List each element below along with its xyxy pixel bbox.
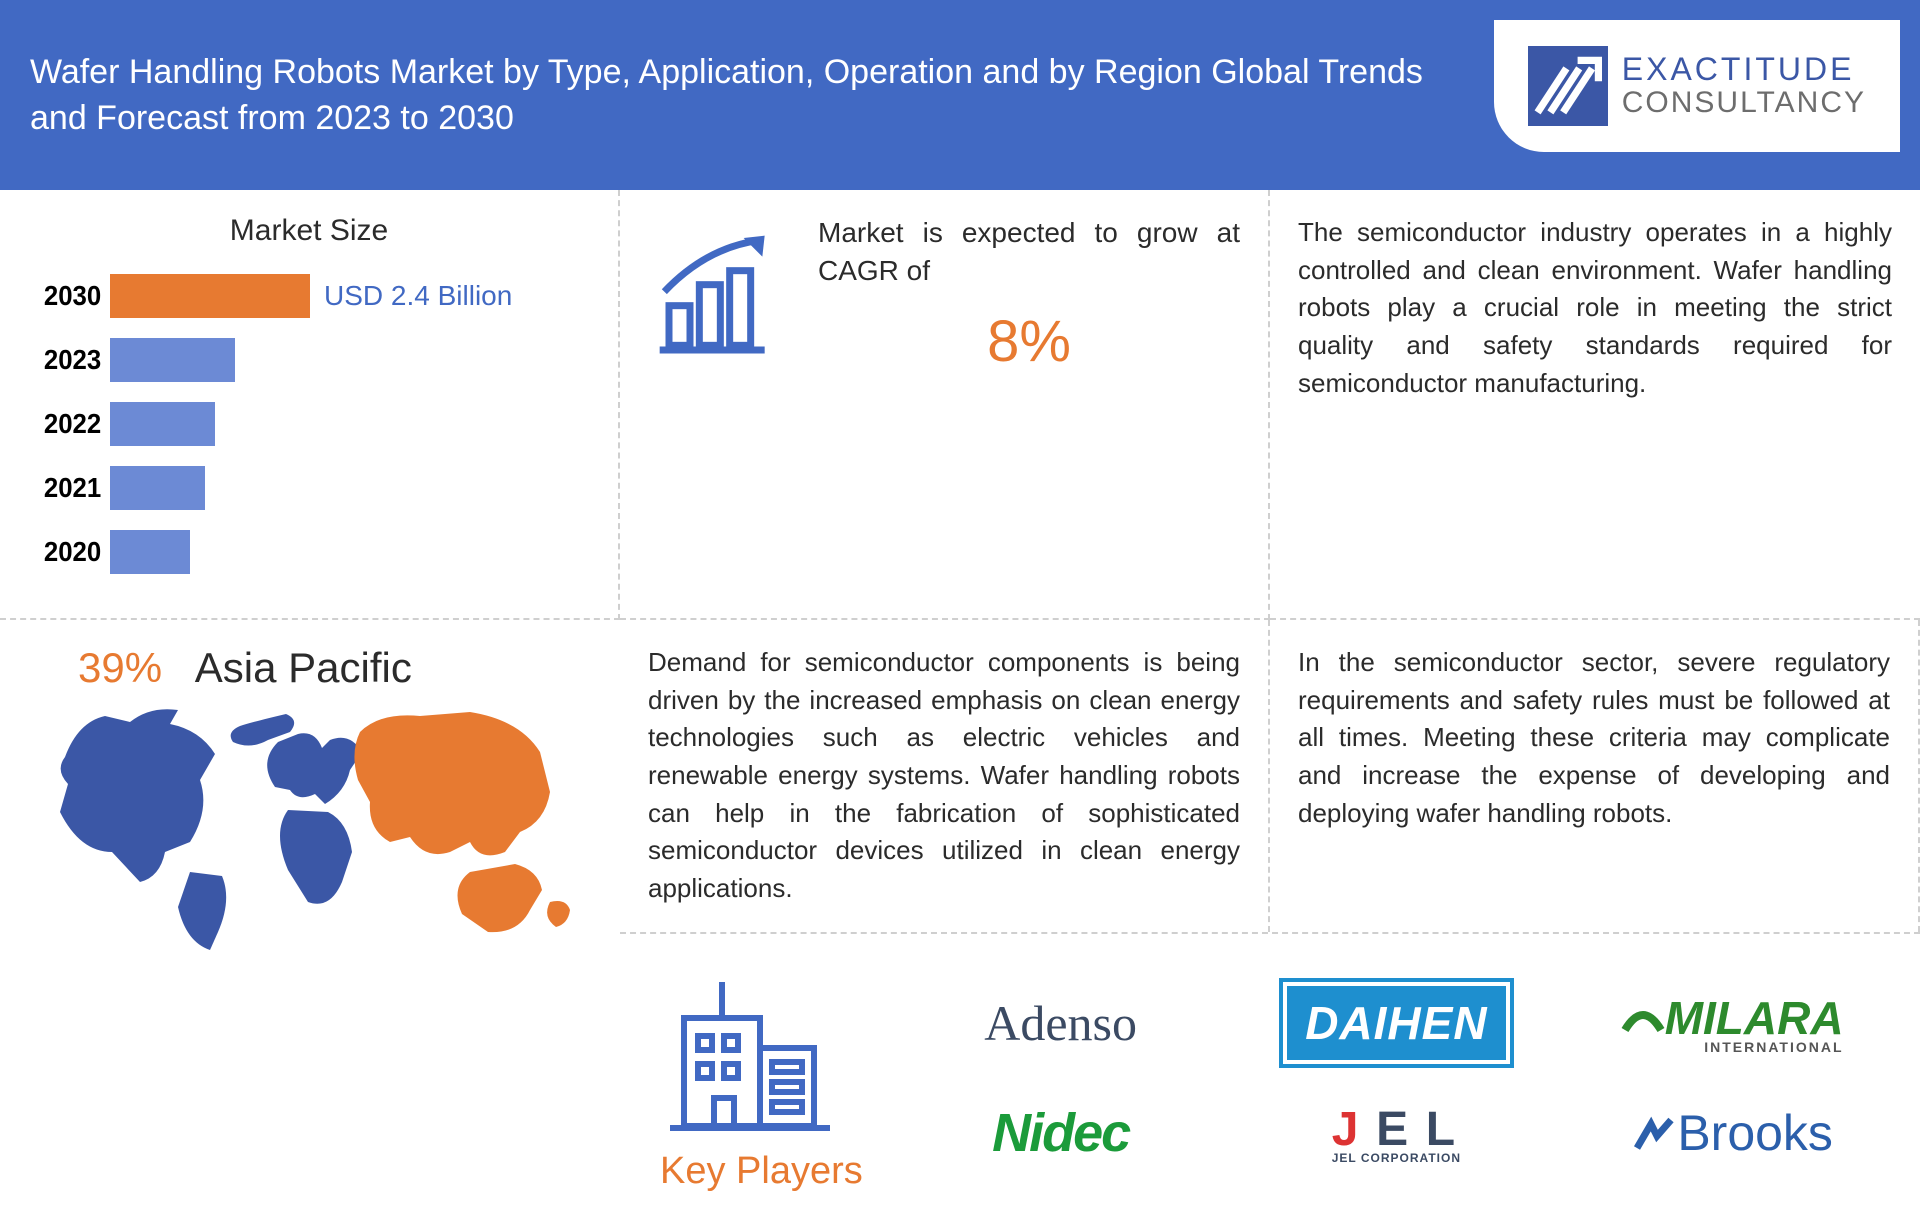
- bar-fill: [110, 530, 190, 574]
- bar-fill: [110, 338, 235, 382]
- insight-text-3: In the semiconductor sector, severe regu…: [1298, 644, 1890, 832]
- market-size-panel: Market Size 2030USD 2.4 Billion202320222…: [0, 190, 620, 620]
- brand-logo: EXACTITUDE CONSULTANCY: [1494, 20, 1900, 152]
- bar-year-label: 2023: [31, 344, 106, 376]
- region-share-panel: 39% Asia Pacific: [0, 620, 620, 1223]
- region-share-name: Asia Pacific: [195, 644, 412, 691]
- bar-fill: [110, 274, 310, 318]
- market-size-bar-row: 2023: [28, 338, 590, 382]
- logo-brooks: Brooks: [1631, 1104, 1833, 1162]
- brand-name-line2: CONSULTANCY: [1622, 87, 1866, 119]
- logo-adenso: AAdensodenso: [984, 994, 1137, 1052]
- key-players-logos: AAdensodenso DAIHEN MILARA INTERNATIONAL…: [913, 982, 1880, 1174]
- insight-text-1: The semiconductor industry operates in a…: [1298, 214, 1892, 402]
- bar-year-label: 2021: [31, 472, 106, 504]
- page-title: Wafer Handling Robots Market by Type, Ap…: [30, 50, 1430, 142]
- insight-panel-1: The semiconductor industry operates in a…: [1270, 190, 1920, 620]
- bar-year-label: 2020: [31, 536, 106, 568]
- header-bar: Wafer Handling Robots Market by Type, Ap…: [0, 0, 1920, 190]
- content-grid: Market Size 2030USD 2.4 Billion202320222…: [0, 190, 1920, 1080]
- logo-daihen: DAIHEN: [1283, 982, 1509, 1064]
- brand-mark-icon: [1528, 46, 1608, 126]
- region-share-percent: 39%: [78, 644, 162, 691]
- market-size-title: Market Size: [28, 214, 590, 248]
- cagr-prefix: Market is expected to grow at CAGR of: [818, 214, 1240, 290]
- insight-text-2: Demand for semiconductor components is b…: [648, 644, 1240, 908]
- growth-chart-icon: [648, 224, 788, 364]
- logo-jel: J E L JEL CORPORATION: [1332, 1102, 1461, 1165]
- logo-milara: MILARA INTERNATIONAL: [1621, 991, 1844, 1055]
- market-size-bar-row: 2020: [28, 530, 590, 574]
- brand-name-line1: EXACTITUDE: [1622, 53, 1866, 87]
- key-players-label: Key Players: [660, 1150, 863, 1193]
- market-size-bar-row: 2021: [28, 466, 590, 510]
- market-size-bar-row: 2030 USD 2.4 Billion: [28, 274, 590, 318]
- bar-fill: [110, 466, 205, 510]
- cagr-value: 8%: [818, 308, 1240, 375]
- market-size-bar-row: 2022: [28, 402, 590, 446]
- world-map-icon: [50, 702, 570, 962]
- bar-value-label: USD 2.4 Billion: [324, 280, 512, 312]
- logo-nidec: Nidec: [992, 1102, 1129, 1164]
- bar-year-label: 2022: [31, 408, 106, 440]
- market-size-bars: 2030 USD 2.4 Billion 2023 2022 2021 2020: [28, 274, 590, 574]
- bar-fill: [110, 402, 215, 446]
- buildings-icon: [660, 964, 840, 1144]
- bar-year-label: 2030: [31, 280, 106, 312]
- cagr-panel: Market is expected to grow at CAGR of 8%: [620, 190, 1270, 620]
- insight-panel-2: Demand for semiconductor components is b…: [620, 620, 1270, 932]
- insight-panel-3: In the semiconductor sector, severe regu…: [1270, 620, 1920, 932]
- key-players-panel: Key Players AAdensodenso DAIHEN MILARA I…: [620, 932, 1920, 1223]
